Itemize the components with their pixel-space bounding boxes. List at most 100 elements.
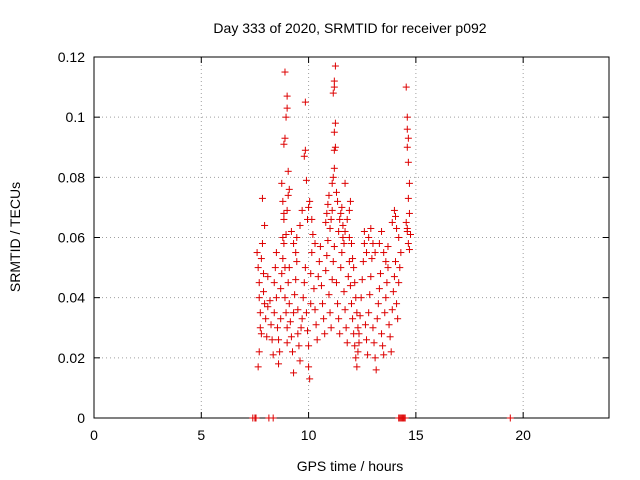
data-point (330, 128, 338, 136)
data-point (360, 240, 368, 248)
data-point (332, 279, 340, 287)
data-point (328, 276, 336, 284)
data-point (329, 173, 337, 181)
data-point (334, 197, 342, 205)
data-point (283, 92, 291, 100)
data-point (403, 125, 411, 133)
plot-frame (93, 56, 610, 419)
data-point (407, 230, 415, 238)
data-point (305, 363, 313, 371)
data-point (328, 206, 336, 214)
data-point (359, 258, 367, 266)
data-point (269, 351, 277, 359)
data-point (340, 288, 348, 296)
data-point (388, 218, 396, 226)
data-point (260, 288, 268, 296)
data-point (390, 273, 398, 281)
data-point (300, 279, 308, 287)
data-point (279, 255, 287, 263)
data-point (272, 249, 280, 257)
data-point (296, 357, 304, 365)
data-point (353, 363, 361, 371)
data-point (371, 354, 379, 362)
data-point (404, 240, 412, 248)
data-point (270, 279, 278, 287)
data-point (355, 339, 363, 347)
data-point (255, 348, 263, 356)
data-point (373, 315, 381, 323)
data-point (260, 270, 268, 278)
y-tick-label: 0 (77, 410, 85, 426)
data-point (271, 264, 279, 272)
data-point (305, 342, 313, 350)
x-tick-label: 10 (301, 427, 317, 443)
data-point (391, 212, 399, 220)
data-point (291, 291, 299, 299)
data-point (261, 300, 269, 308)
data-point (330, 146, 338, 154)
data-point (283, 206, 291, 214)
y-tick-label: 0.12 (58, 49, 85, 65)
data-point (275, 360, 283, 368)
data-point (290, 240, 298, 248)
data-point (375, 285, 383, 293)
data-point (404, 158, 412, 166)
data-point (273, 324, 281, 332)
data-point (255, 279, 263, 287)
data-point (325, 191, 333, 199)
data-point (330, 243, 338, 251)
data-point (314, 273, 322, 281)
data-point (341, 227, 349, 235)
data-point (345, 206, 353, 214)
data-point (369, 324, 377, 332)
data-point (350, 264, 358, 272)
data-point (294, 330, 302, 338)
data-point (317, 282, 325, 290)
data-point (370, 339, 378, 347)
data-point (331, 143, 339, 151)
data-point (315, 258, 323, 266)
data-point (405, 179, 413, 187)
data-point (322, 267, 330, 275)
data-point (327, 215, 335, 223)
data-point (348, 240, 355, 248)
data-point (284, 279, 292, 287)
data-point (363, 336, 371, 344)
data-point (340, 240, 348, 248)
data-point (360, 227, 368, 235)
data-point (330, 164, 338, 172)
data-point (363, 249, 371, 257)
data-point (264, 303, 272, 311)
data-point (284, 191, 292, 199)
data-point (367, 273, 375, 281)
data-point (356, 312, 364, 320)
data-point (390, 206, 398, 214)
data-point (307, 300, 315, 308)
data-point (280, 209, 288, 217)
data-point (393, 300, 401, 308)
data-point (394, 315, 402, 323)
data-point (280, 215, 288, 223)
data-point (358, 276, 366, 284)
data-point (366, 291, 374, 299)
data-point (272, 294, 280, 302)
data-point (279, 234, 287, 241)
data-point (252, 414, 260, 422)
data-point (283, 104, 291, 112)
data-point (262, 315, 270, 323)
data-point (372, 366, 380, 374)
data-point (311, 240, 319, 248)
grid-layer (94, 57, 609, 418)
data-point (376, 270, 384, 278)
x-tick-label: 5 (197, 427, 205, 443)
data-point (304, 327, 312, 335)
data-point (380, 249, 388, 257)
y-tick-label: 0.08 (58, 169, 85, 185)
y-tick-label: 0.06 (58, 230, 85, 246)
data-point (275, 336, 283, 344)
data-point (267, 321, 275, 329)
data-point (309, 230, 317, 238)
data-point (313, 336, 321, 344)
data-point (393, 224, 401, 232)
